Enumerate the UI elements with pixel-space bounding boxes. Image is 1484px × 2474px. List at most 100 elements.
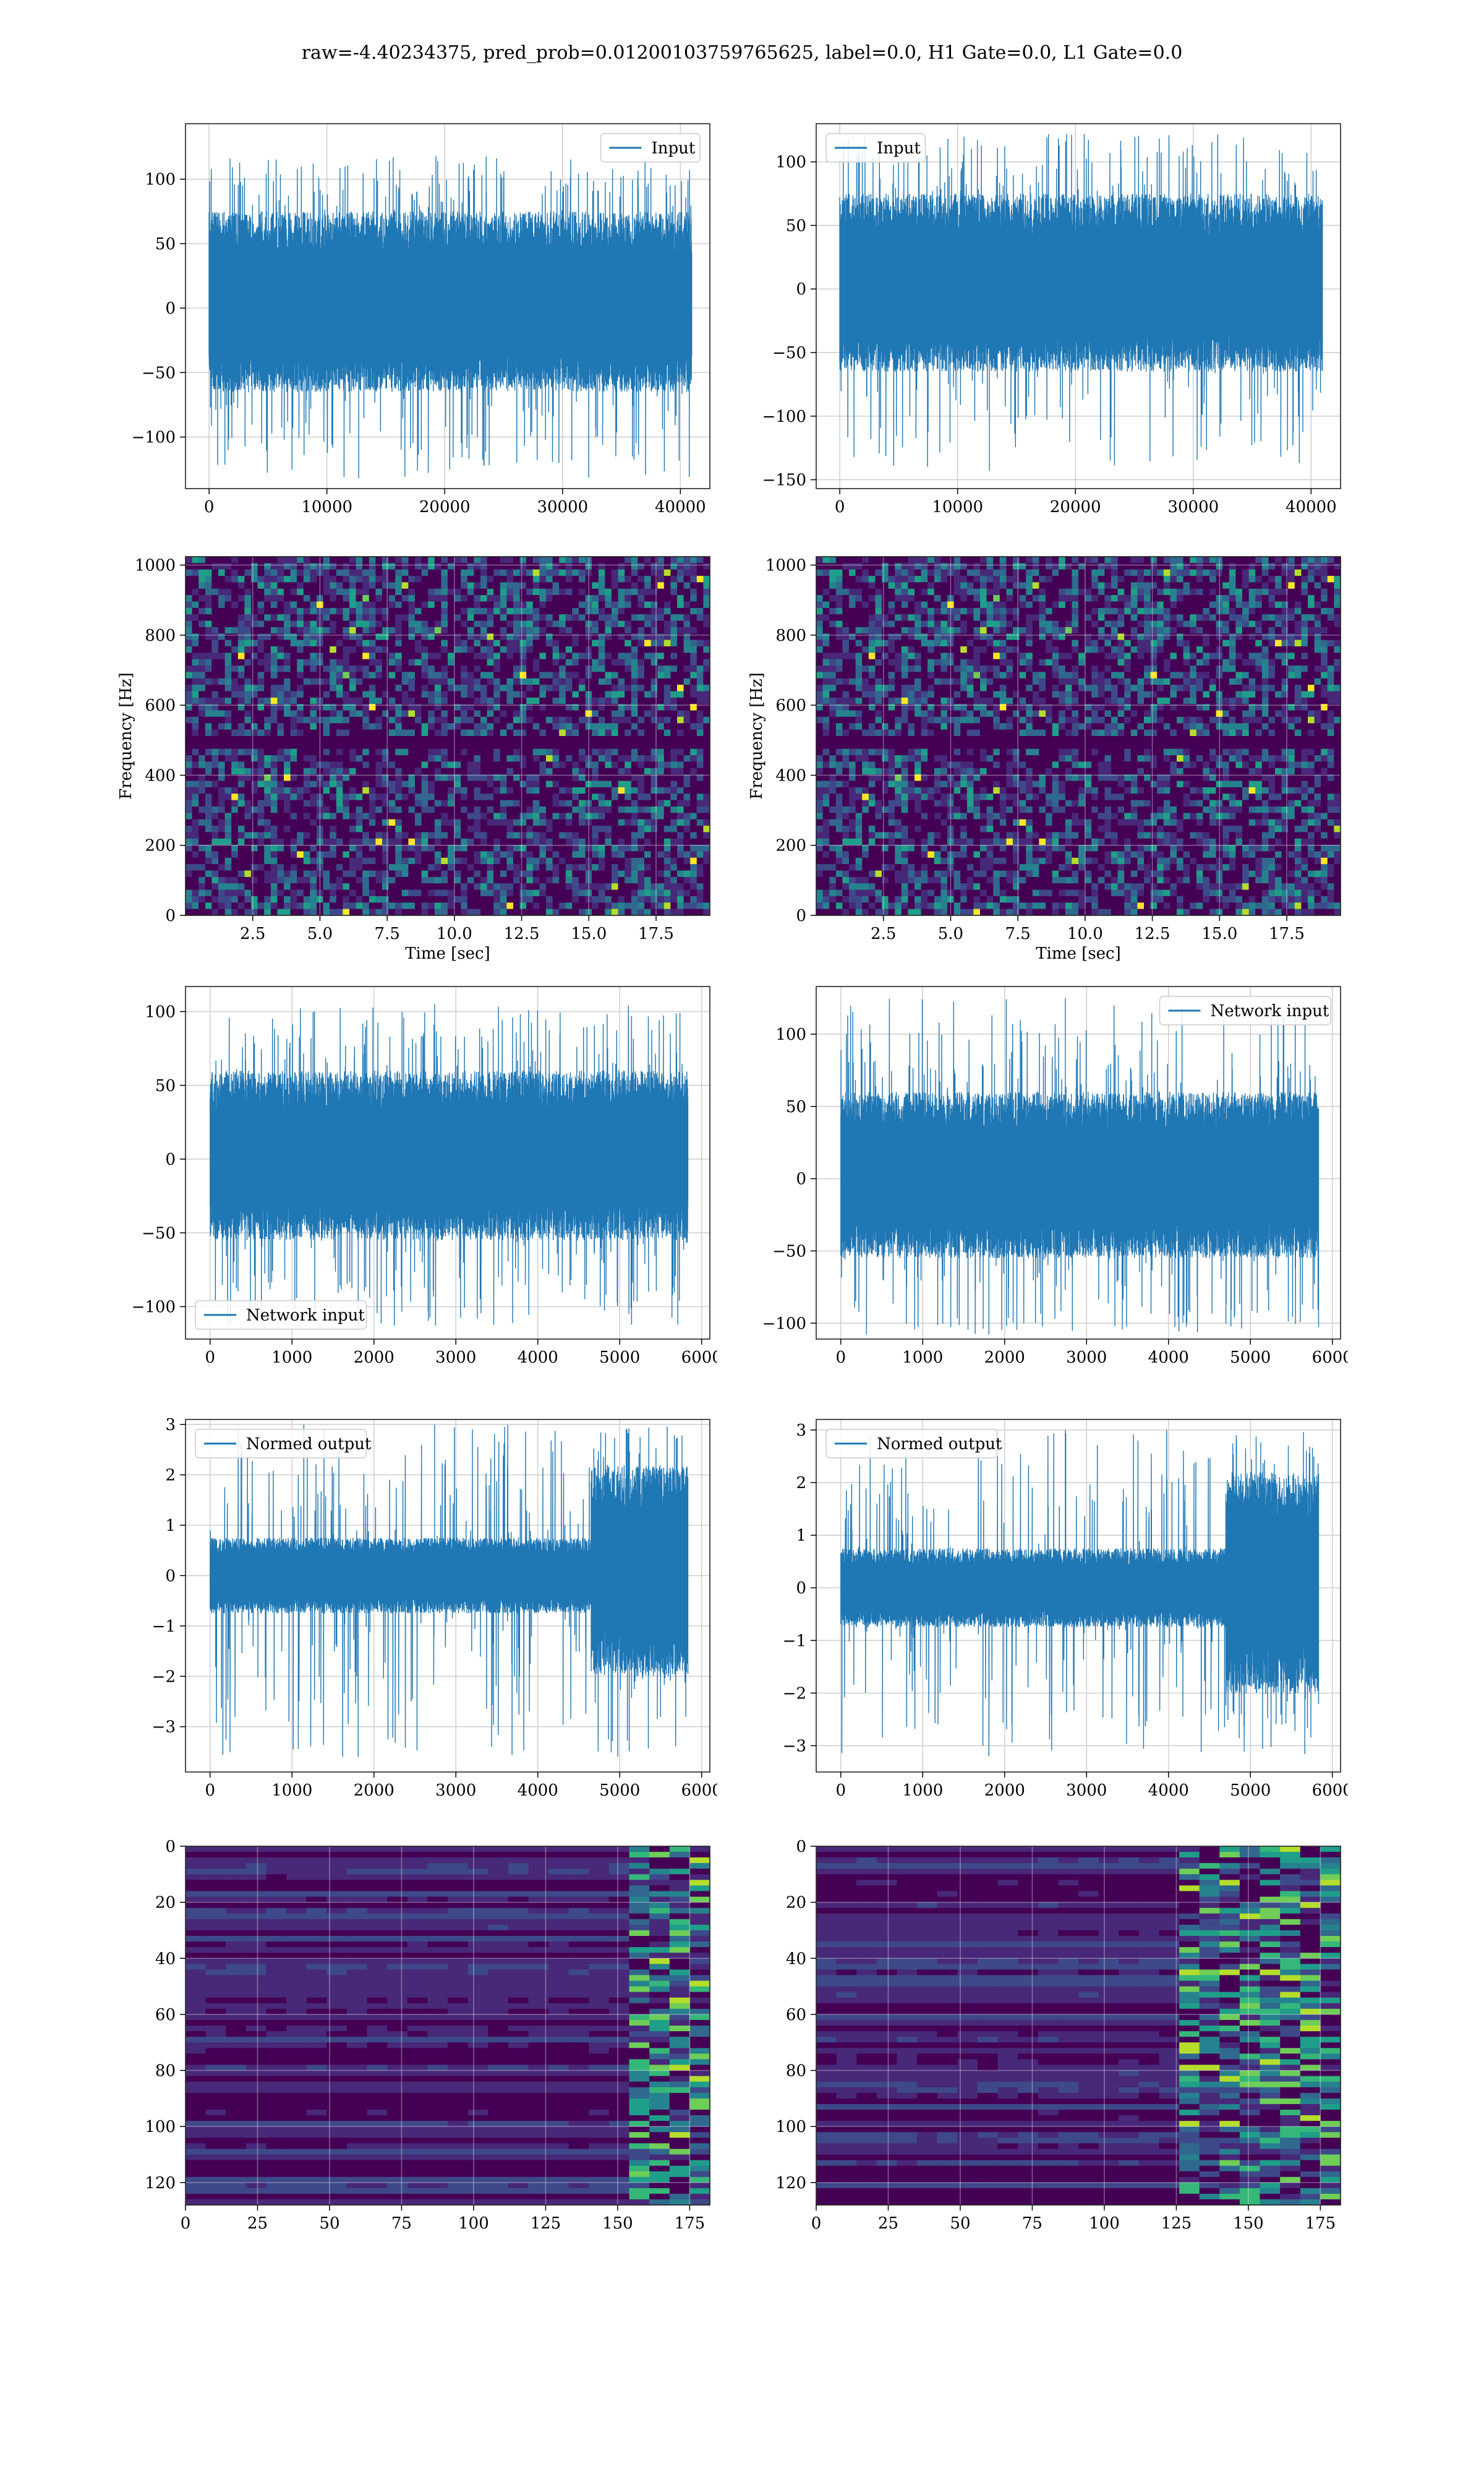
heatmap-cell — [546, 640, 553, 647]
heatmap-cell — [454, 832, 461, 839]
heatmap-cell — [434, 672, 441, 679]
heatmap-cell — [663, 697, 671, 704]
heatmap-cell — [625, 678, 632, 685]
heatmap-cell — [395, 697, 403, 704]
heatmap-cell — [657, 576, 665, 583]
heatmap-cell — [251, 774, 258, 782]
heatmap-cell — [1065, 557, 1072, 563]
heatmap-cell — [677, 576, 684, 583]
heatmap-cell — [1275, 557, 1282, 563]
heatmap-cell — [356, 666, 363, 673]
heatmap-cell — [696, 813, 704, 820]
heatmap-cell — [323, 588, 330, 596]
heatmap-cell — [572, 627, 579, 634]
heatmap-cell — [421, 813, 429, 820]
heatmap-cell — [205, 742, 212, 750]
heatmap-cell — [317, 710, 324, 717]
heatmap-cell — [428, 845, 435, 852]
heatmap-cell — [290, 620, 297, 628]
heatmap-cell — [205, 826, 212, 833]
heatmap-cell — [539, 582, 547, 589]
heatmap-cell — [382, 576, 390, 583]
heatmap-cell — [663, 633, 671, 641]
heatmap-cell — [330, 601, 337, 609]
heatmap-cell — [356, 826, 363, 833]
heatmap-cell — [650, 666, 658, 673]
heatmap-cell — [401, 704, 409, 711]
heatmap-cell — [382, 646, 390, 653]
heatmap-cell — [408, 736, 416, 743]
heatmap-cell — [461, 761, 468, 769]
heatmap-cell — [474, 819, 481, 826]
heatmap-cell — [290, 716, 297, 724]
heatmap-cell — [526, 716, 534, 724]
heatmap-cell — [592, 659, 599, 666]
heatmap-cell — [284, 666, 291, 673]
heatmap-cell — [290, 826, 297, 833]
heatmap-cell — [657, 742, 665, 750]
heatmap-cell — [552, 800, 560, 807]
heatmap-cell — [310, 832, 317, 839]
heatmap-cell — [198, 576, 206, 583]
heatmap-cell — [441, 723, 448, 730]
heatmap-cell — [585, 601, 592, 609]
heatmap-cell — [382, 697, 390, 704]
heatmap-cell — [441, 627, 448, 634]
heatmap-cell — [415, 781, 422, 788]
heatmap-cell — [579, 748, 586, 756]
heatmap-cell — [513, 582, 521, 589]
heatmap-cell — [421, 646, 429, 653]
heatmap-cell — [369, 620, 376, 628]
heatmap-cell — [297, 851, 304, 858]
heatmap-cell — [237, 813, 245, 820]
heatmap-cell — [369, 819, 376, 826]
heatmap-cell — [579, 633, 586, 641]
heatmap-cell — [572, 819, 579, 826]
heatmap-cell — [1117, 582, 1125, 589]
heatmap-cell — [519, 857, 527, 865]
heatmap-cell — [526, 857, 534, 865]
heatmap-cell — [237, 653, 245, 660]
heatmap-cell — [388, 857, 396, 865]
heatmap-cell — [625, 761, 632, 769]
heatmap-cell — [448, 806, 455, 813]
heatmap-cell — [677, 870, 684, 878]
heatmap-cell — [192, 851, 199, 858]
heatmap-cell — [565, 627, 573, 634]
heatmap-cell — [650, 864, 658, 871]
heatmap-cell — [612, 857, 619, 865]
heatmap-cell — [487, 672, 494, 679]
heatmap-cell — [395, 672, 403, 679]
heatmap-cell — [290, 761, 297, 769]
heatmap-cell — [519, 595, 527, 602]
heatmap-cell — [290, 678, 297, 685]
heatmap-cell — [388, 800, 396, 807]
heatmap-cell — [500, 736, 507, 743]
heatmap-cell — [1144, 582, 1151, 589]
heatmap-cell — [310, 620, 317, 628]
heatmap-cell — [382, 748, 390, 756]
heatmap-cell — [605, 588, 612, 596]
heatmap-cell — [703, 781, 710, 788]
heatmap-cell — [330, 845, 337, 852]
heatmap-cell — [237, 607, 245, 615]
heatmap-cell — [612, 794, 619, 801]
heatmap-cell — [618, 563, 625, 570]
heatmap-cell — [375, 896, 383, 903]
heatmap-cell — [625, 736, 632, 743]
heatmap-cell — [493, 653, 501, 660]
heatmap-cell — [631, 569, 638, 576]
heatmap-cell — [506, 761, 514, 769]
heatmap-cell — [349, 864, 357, 871]
heatmap-cell — [625, 768, 632, 775]
heatmap-cell — [519, 748, 527, 756]
heatmap-cell — [290, 864, 297, 871]
heatmap-cell — [270, 826, 278, 833]
heatmap-cell — [506, 685, 514, 692]
heatmap-cell — [421, 902, 429, 910]
heatmap-cell — [428, 595, 435, 602]
heatmap-cell — [539, 569, 547, 576]
heatmap-cell — [1242, 557, 1250, 563]
heatmap-cell — [592, 716, 599, 724]
heatmap-cell — [448, 909, 455, 916]
